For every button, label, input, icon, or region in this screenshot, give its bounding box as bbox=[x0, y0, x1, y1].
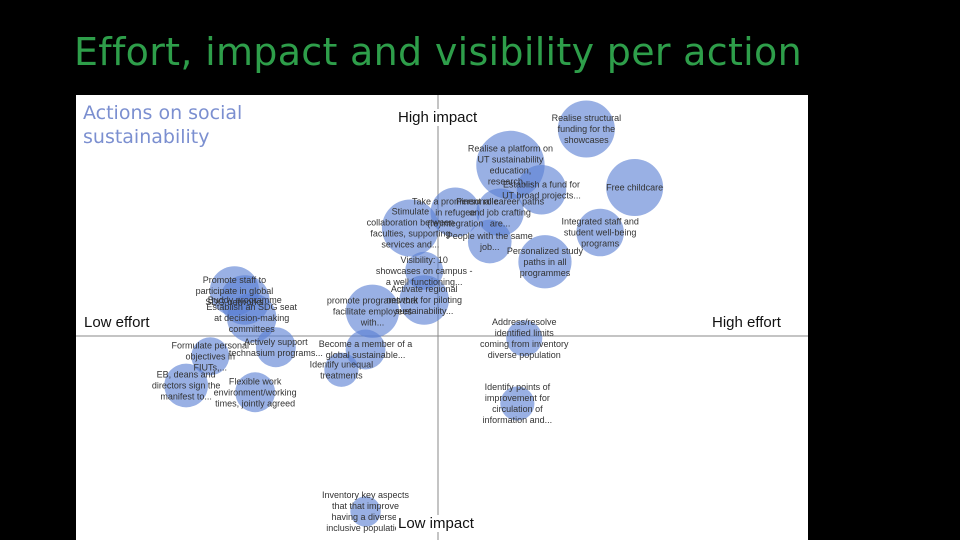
bubble-point bbox=[324, 352, 359, 387]
bubble-label: Stimulate collaboration between faculties,… bbox=[367, 207, 455, 250]
bubble-label: Inventory key aspects that that improve ha… bbox=[322, 490, 410, 533]
bubble-point bbox=[506, 320, 543, 357]
bubble-point bbox=[606, 159, 664, 216]
bubble-label: Take a prominent role in refugee (re)integ… bbox=[412, 196, 499, 228]
bubble-point bbox=[164, 363, 208, 408]
bubble-label: Establish a fund for UT broad projects... bbox=[502, 179, 581, 200]
bubble-label: People with the same job... bbox=[447, 231, 533, 252]
bubble-label: Visibility: 10 showcases on campus -a wel… bbox=[376, 255, 473, 287]
bubble-point bbox=[227, 293, 277, 343]
bubble-label: Free childcare bbox=[606, 183, 663, 193]
bubble-label: Establish an SDG seat at decision-making c… bbox=[206, 302, 297, 334]
bubble-point bbox=[557, 100, 615, 158]
bubble-point bbox=[576, 208, 624, 257]
chart-panel: Realise structural funding for the showcas… bbox=[76, 95, 808, 540]
bubble-label: Formulate personal objectives in FIUTs,... bbox=[172, 340, 250, 372]
bubble-point bbox=[516, 165, 567, 215]
bubble-point bbox=[430, 187, 480, 237]
bubble-point bbox=[345, 329, 386, 370]
bubble-label: Realise a platform on UT sustainability ed… bbox=[468, 144, 553, 187]
bubble-label: Realise structural funding for the showcas… bbox=[552, 113, 622, 145]
quadrant-label-high-effort: High effort bbox=[710, 314, 783, 331]
bubble-labels: Realise structural funding for the showcas… bbox=[152, 113, 663, 533]
bubble-series bbox=[164, 100, 664, 527]
bubble-point bbox=[381, 199, 439, 257]
bubble-label: Personal career paths and job crafting are… bbox=[456, 196, 545, 228]
quadrant-label-high-impact: High impact bbox=[396, 109, 480, 126]
bubble-point bbox=[191, 337, 230, 376]
chart-title: Actions on social sustainability bbox=[83, 102, 243, 148]
bubble-point bbox=[255, 327, 296, 368]
bubble-point bbox=[345, 284, 400, 338]
bubble-label: Promote staff to participate in global SDG… bbox=[196, 275, 274, 307]
bubble-label: promote programs that facilitate employee… bbox=[327, 295, 419, 327]
bubble-label: Actively support technasium programs... bbox=[229, 337, 323, 358]
bubble-label: Address/resolve identified limits coming f… bbox=[480, 317, 569, 360]
quadrant-label-low-effort: Low effort bbox=[82, 314, 152, 331]
bubble-label: Integrated staff and student well-being pr… bbox=[561, 217, 638, 249]
bubble-label: Identify unequal treatments bbox=[310, 359, 374, 380]
bubble-point bbox=[350, 496, 381, 527]
bubble-label: Buddy programme bbox=[208, 295, 282, 305]
bubble-point bbox=[518, 235, 572, 289]
bubble-label: Identify points of improvement for circula… bbox=[483, 382, 553, 425]
bubble-label: Personalized study paths in all programmes bbox=[507, 246, 584, 278]
bubble-point bbox=[467, 219, 512, 264]
bubble-point bbox=[500, 386, 535, 421]
bubble-chart: Realise structural funding for the showcas… bbox=[76, 95, 808, 540]
slide-title: Effort, impact and visibility per action bbox=[74, 30, 802, 74]
quadrant-label-low-impact: Low impact bbox=[396, 515, 476, 532]
bubble-label: Become a member of a global sustainable..… bbox=[319, 339, 413, 360]
bubble-label: Flexible work environment/working times, j… bbox=[214, 376, 297, 408]
bubble-point bbox=[235, 372, 276, 413]
bubble-label: Activate regional network for piloting sus… bbox=[386, 284, 462, 316]
bubble-label: EB, deans and directors sign the manifest … bbox=[152, 370, 221, 402]
bubble-point bbox=[399, 275, 449, 325]
